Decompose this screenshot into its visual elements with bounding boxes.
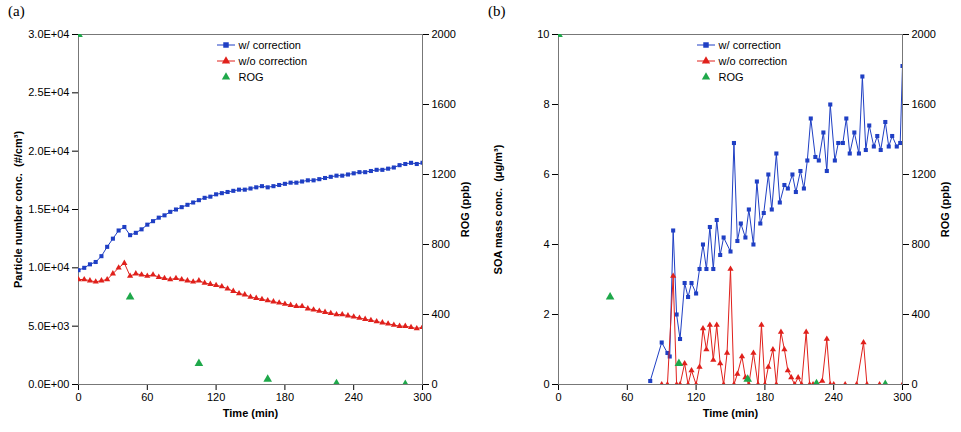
svg-text:1200: 1200 xyxy=(432,168,456,180)
svg-text:10: 10 xyxy=(537,28,549,40)
svg-text:SOA mass conc. (μg/m³): SOA mass conc. (μg/m³) xyxy=(492,144,504,274)
svg-text:ROG (ppb): ROG (ppb) xyxy=(939,181,951,237)
svg-text:5.0E+03: 5.0E+03 xyxy=(28,320,69,332)
svg-text:Time (min): Time (min) xyxy=(703,407,759,419)
svg-text:400: 400 xyxy=(432,308,450,320)
html-text:ROG: ROG xyxy=(718,71,744,83)
svg-text:180: 180 xyxy=(756,391,774,403)
html-text:w/ correction: w/ correction xyxy=(718,39,781,51)
svg-text:800: 800 xyxy=(912,238,930,250)
svg-text:300: 300 xyxy=(413,391,431,403)
html-text:w/ correction: w/ correction xyxy=(238,39,301,51)
html-text:(b): (b) xyxy=(488,3,506,19)
svg-text:1.5E+04: 1.5E+04 xyxy=(28,203,69,215)
svg-text:4: 4 xyxy=(543,238,549,250)
svg-text:0: 0 xyxy=(543,378,549,390)
svg-text:2000: 2000 xyxy=(432,28,456,40)
svg-text:0: 0 xyxy=(912,378,918,390)
svg-text:1.0E+04: 1.0E+04 xyxy=(28,261,69,273)
svg-text:180: 180 xyxy=(276,391,294,403)
svg-text:2.0E+04: 2.0E+04 xyxy=(28,145,69,157)
svg-text:240: 240 xyxy=(345,391,363,403)
svg-text:0: 0 xyxy=(555,391,561,403)
svg-text:120: 120 xyxy=(687,391,705,403)
svg-text:0.0E+00: 0.0E+00 xyxy=(28,378,69,390)
svg-text:0: 0 xyxy=(432,378,438,390)
svg-text:1600: 1600 xyxy=(912,98,936,110)
html-text:w/o correction: w/o correction xyxy=(238,55,308,67)
svg-text:Particle number conc. (#/cm³): Particle number conc. (#/cm³) xyxy=(12,131,24,288)
svg-text:240: 240 xyxy=(825,391,843,403)
svg-text:1600: 1600 xyxy=(432,98,456,110)
svg-text:300: 300 xyxy=(893,391,911,403)
svg-text:Time (min): Time (min) xyxy=(223,407,279,419)
html-text:ROG: ROG xyxy=(238,71,264,83)
svg-text:2: 2 xyxy=(543,308,549,320)
svg-text:6: 6 xyxy=(543,168,549,180)
svg-text:3.0E+04: 3.0E+04 xyxy=(28,28,69,40)
svg-text:800: 800 xyxy=(432,238,450,250)
svg-text:2000: 2000 xyxy=(912,28,936,40)
svg-text:400: 400 xyxy=(912,308,930,320)
svg-text:8: 8 xyxy=(543,98,549,110)
svg-text:60: 60 xyxy=(621,391,633,403)
svg-text:120: 120 xyxy=(207,391,225,403)
html-text:w/o correction: w/o correction xyxy=(718,55,788,67)
svg-text:60: 60 xyxy=(141,391,153,403)
svg-text:1200: 1200 xyxy=(912,168,936,180)
html-text:(a): (a) xyxy=(8,3,25,19)
svg-text:ROG (ppb): ROG (ppb) xyxy=(459,181,471,237)
svg-text:2.5E+04: 2.5E+04 xyxy=(28,86,69,98)
svg-text:0: 0 xyxy=(75,391,81,403)
